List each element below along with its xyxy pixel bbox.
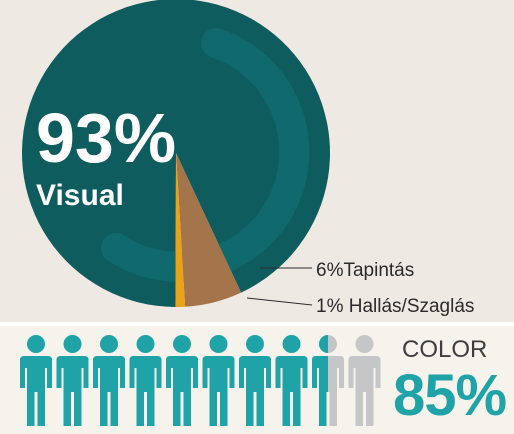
- person-icon: [20, 335, 52, 426]
- pie-chart: 93% Visual 6%Tapintás 1% Hallás/Szaglás: [22, 0, 474, 317]
- person-icon: [56, 335, 89, 426]
- person-icon: [275, 335, 308, 426]
- pictogram: [20, 335, 381, 426]
- tapintas-label: 6%Tapintás: [316, 260, 414, 281]
- slice-hallas: [175, 153, 186, 307]
- hallas-label: 1% Hallás/Szaglás: [316, 296, 474, 317]
- person-icon: [129, 335, 162, 426]
- swirl-decoration: [101, 28, 310, 282]
- slice-tapintas: [176, 153, 242, 307]
- visual-label: Visual: [36, 179, 124, 212]
- person-icon: [348, 335, 381, 426]
- person-icon: [239, 335, 271, 426]
- pie-panel: 93% Visual 6%Tapintás 1% Hallás/Szaglás: [0, 0, 514, 322]
- visual-percent-label: 93%: [36, 99, 176, 177]
- color-label: COLOR: [402, 336, 488, 363]
- pictogram-panel: COLOR 85%: [0, 326, 514, 434]
- person-icon: [312, 335, 344, 426]
- person-icon: [166, 335, 198, 426]
- hallas-leader-line: [246, 297, 313, 306]
- person-icon: [93, 335, 125, 426]
- color-percent: 85%: [393, 363, 507, 428]
- person-icon: [202, 335, 235, 426]
